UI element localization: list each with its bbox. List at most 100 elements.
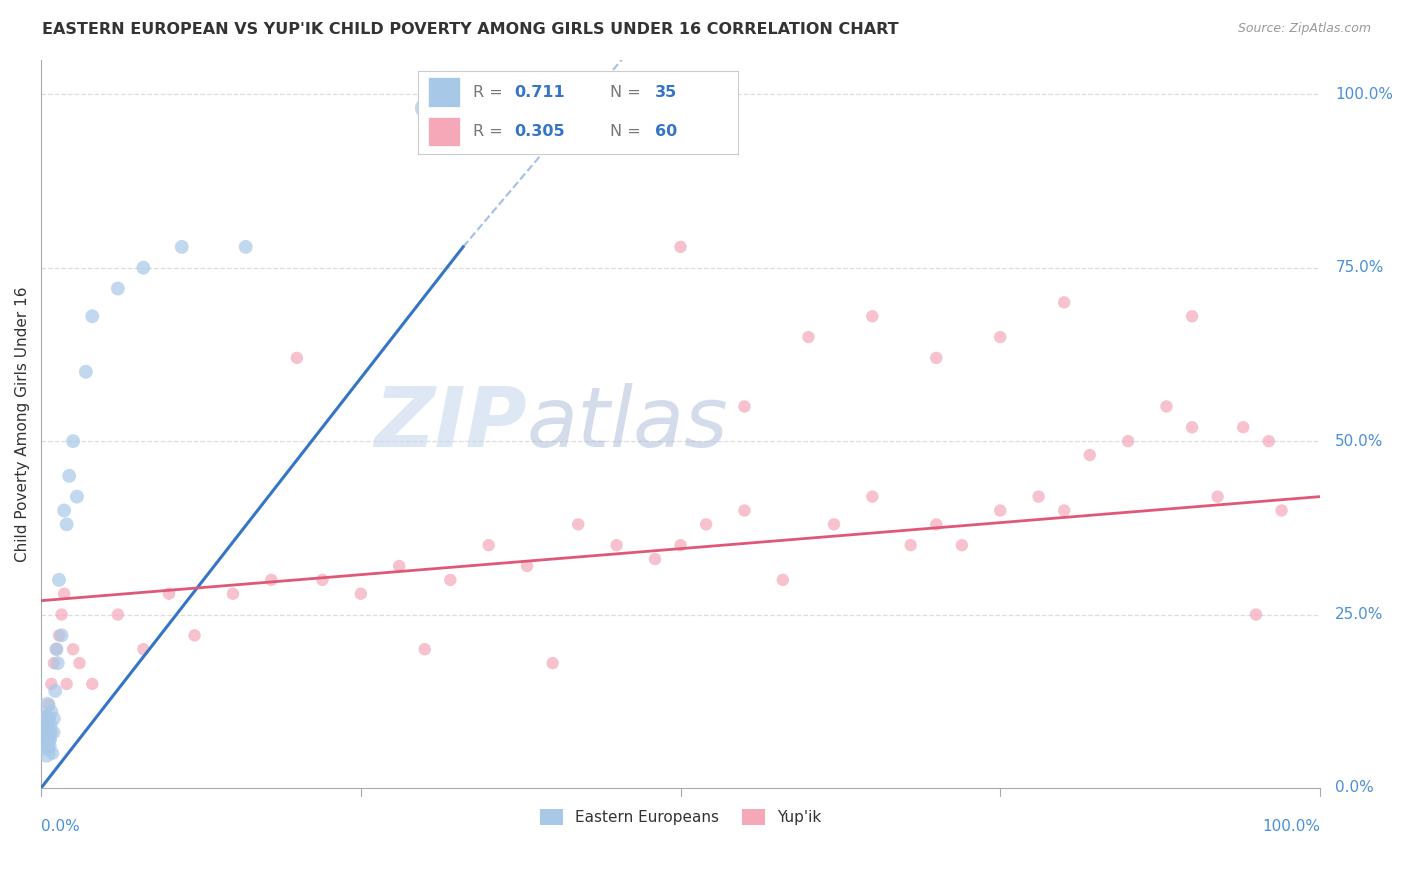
Point bbox=[772, 573, 794, 587]
Point bbox=[35, 732, 58, 747]
Point bbox=[45, 642, 67, 657]
Point bbox=[606, 538, 628, 552]
Point bbox=[285, 351, 308, 365]
Point bbox=[39, 718, 62, 732]
Point bbox=[260, 573, 283, 587]
Point bbox=[66, 490, 89, 504]
Text: 25.0%: 25.0% bbox=[1336, 607, 1384, 622]
Point bbox=[42, 712, 65, 726]
Point bbox=[41, 705, 63, 719]
Point bbox=[1156, 400, 1178, 414]
Point bbox=[350, 587, 373, 601]
Point bbox=[388, 559, 411, 574]
Point bbox=[860, 490, 883, 504]
Text: Source: ZipAtlas.com: Source: ZipAtlas.com bbox=[1237, 22, 1371, 36]
Point bbox=[46, 656, 69, 670]
Text: 100.0%: 100.0% bbox=[1263, 819, 1320, 834]
Point bbox=[1028, 490, 1050, 504]
Point bbox=[48, 628, 70, 642]
Point bbox=[44, 683, 66, 698]
Point bbox=[170, 240, 193, 254]
Point bbox=[311, 573, 333, 587]
Point bbox=[34, 739, 56, 754]
Point bbox=[1053, 503, 1076, 517]
Point bbox=[823, 517, 845, 532]
Point bbox=[38, 725, 60, 739]
Point bbox=[157, 587, 180, 601]
Point bbox=[669, 240, 692, 254]
Point bbox=[58, 468, 80, 483]
Point bbox=[183, 628, 205, 642]
Text: 50.0%: 50.0% bbox=[1336, 434, 1384, 449]
Point bbox=[925, 517, 948, 532]
Point bbox=[439, 573, 461, 587]
Point bbox=[38, 739, 60, 754]
Text: EASTERN EUROPEAN VS YUP'IK CHILD POVERTY AMONG GIRLS UNDER 16 CORRELATION CHART: EASTERN EUROPEAN VS YUP'IK CHILD POVERTY… bbox=[42, 22, 898, 37]
Point bbox=[541, 656, 564, 670]
Text: 75.0%: 75.0% bbox=[1336, 260, 1384, 276]
Point bbox=[925, 351, 948, 365]
Point bbox=[235, 240, 257, 254]
Point bbox=[950, 538, 973, 552]
Point bbox=[42, 725, 65, 739]
Text: 0.0%: 0.0% bbox=[1336, 780, 1374, 796]
Point bbox=[38, 712, 60, 726]
Point bbox=[42, 656, 65, 670]
Point bbox=[695, 517, 717, 532]
Y-axis label: Child Poverty Among Girls Under 16: Child Poverty Among Girls Under 16 bbox=[15, 286, 30, 562]
Point bbox=[55, 677, 77, 691]
Point bbox=[45, 642, 67, 657]
Point bbox=[1181, 420, 1204, 434]
Point bbox=[669, 538, 692, 552]
Point bbox=[41, 725, 63, 739]
Point bbox=[1078, 448, 1101, 462]
Point bbox=[82, 677, 104, 691]
Point bbox=[107, 607, 129, 622]
Point bbox=[41, 746, 63, 760]
Point bbox=[53, 587, 76, 601]
Point bbox=[37, 712, 59, 726]
Text: 100.0%: 100.0% bbox=[1336, 87, 1393, 102]
Point bbox=[62, 642, 84, 657]
Point bbox=[39, 732, 62, 747]
Point bbox=[53, 503, 76, 517]
Point bbox=[860, 310, 883, 324]
Point bbox=[32, 712, 55, 726]
Point bbox=[516, 559, 538, 574]
Point bbox=[75, 365, 97, 379]
Point bbox=[34, 712, 56, 726]
Point bbox=[107, 281, 129, 295]
Point bbox=[37, 698, 59, 712]
Point bbox=[413, 101, 436, 115]
Point bbox=[1232, 420, 1254, 434]
Point bbox=[62, 434, 84, 449]
Point bbox=[988, 503, 1011, 517]
Point bbox=[38, 698, 60, 712]
Point bbox=[1116, 434, 1139, 449]
Point bbox=[567, 517, 589, 532]
Legend: Eastern Europeans, Yup'ik: Eastern Europeans, Yup'ik bbox=[534, 803, 827, 831]
Text: ZIP: ZIP bbox=[374, 384, 527, 464]
Point bbox=[1181, 310, 1204, 324]
Point bbox=[32, 725, 55, 739]
Point bbox=[1053, 295, 1076, 310]
Point bbox=[1206, 490, 1229, 504]
Point bbox=[222, 587, 245, 601]
Point bbox=[132, 642, 155, 657]
Point bbox=[1257, 434, 1279, 449]
Point bbox=[48, 573, 70, 587]
Point bbox=[41, 677, 63, 691]
Point bbox=[55, 517, 77, 532]
Point bbox=[37, 718, 59, 732]
Point bbox=[1270, 503, 1292, 517]
Point bbox=[797, 330, 820, 344]
Point bbox=[69, 656, 91, 670]
Point bbox=[644, 552, 666, 566]
Point bbox=[82, 310, 104, 324]
Point bbox=[413, 642, 436, 657]
Point bbox=[733, 400, 755, 414]
Point bbox=[51, 628, 73, 642]
Point bbox=[35, 746, 58, 760]
Point bbox=[733, 503, 755, 517]
Point bbox=[132, 260, 155, 275]
